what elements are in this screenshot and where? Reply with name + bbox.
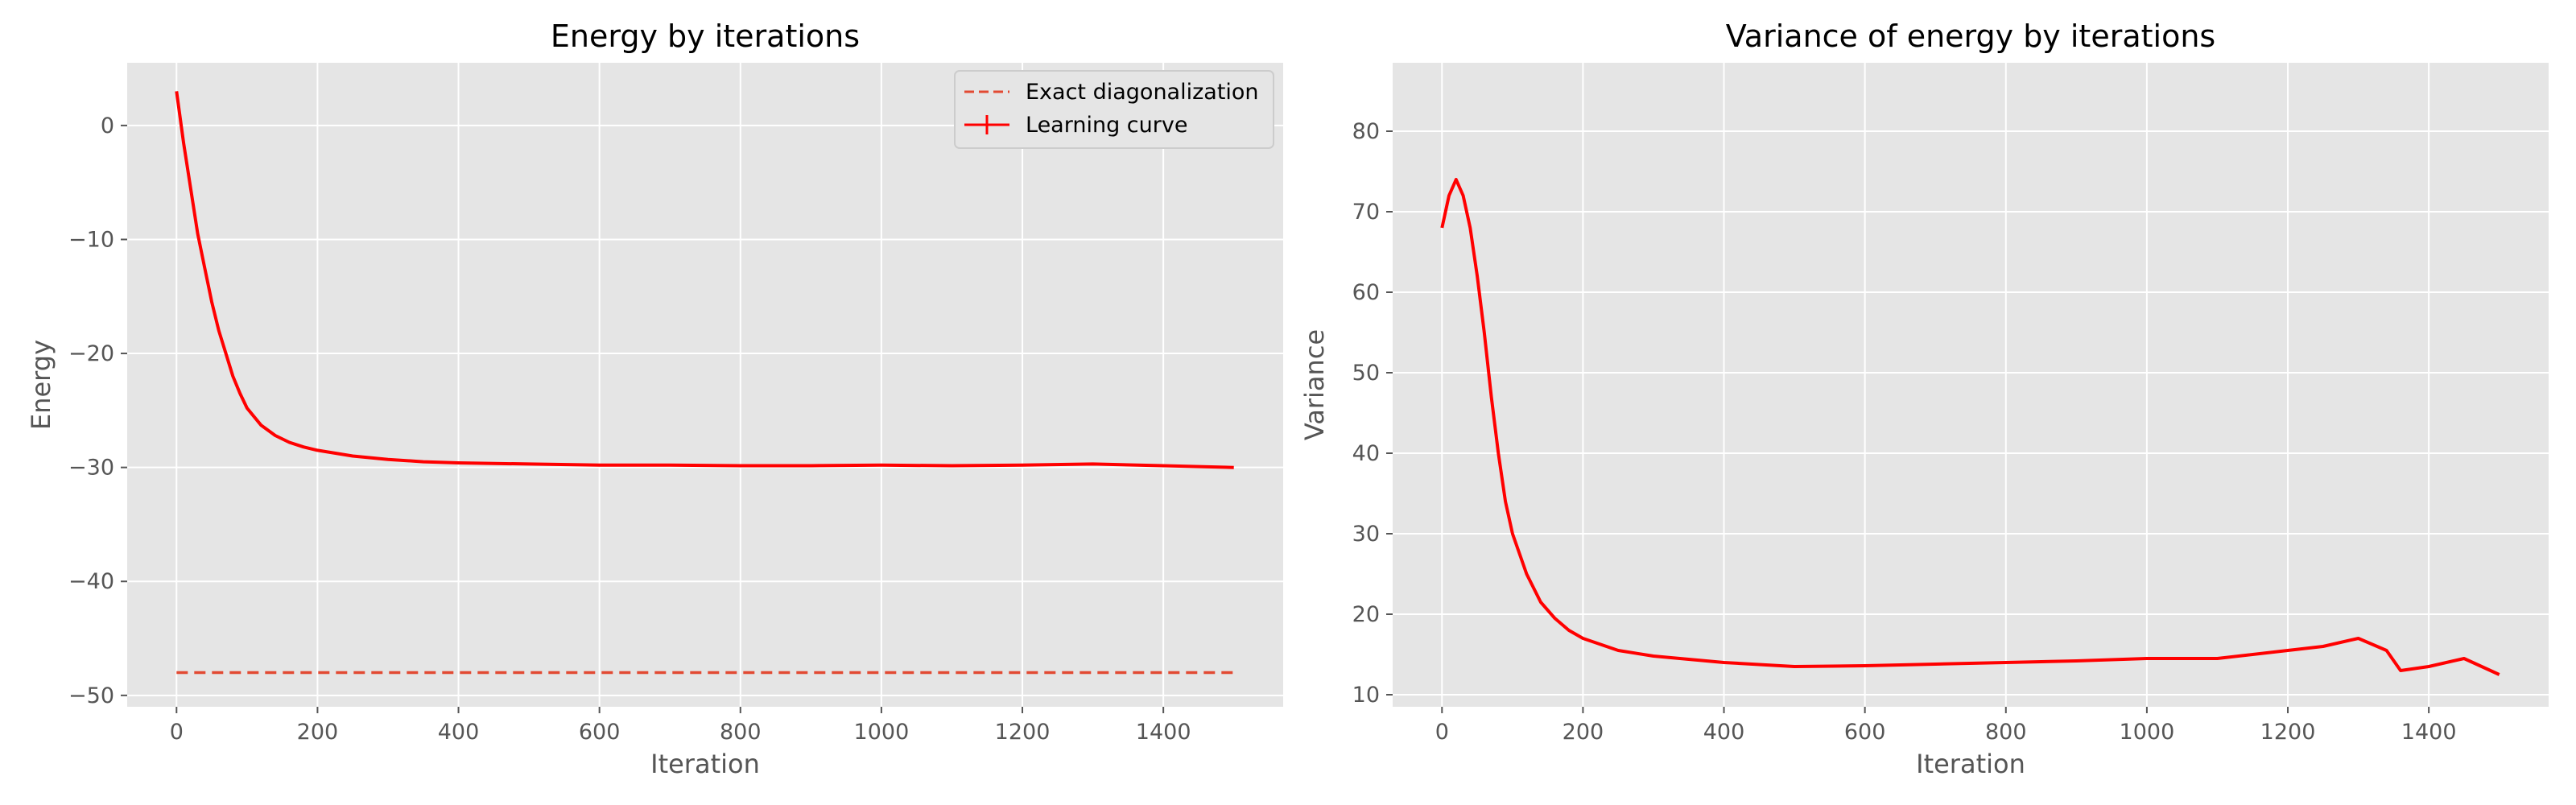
- x-tick-label: 1000: [2120, 720, 2175, 745]
- y-tick-label: 80: [1352, 119, 1380, 144]
- x-tick-label: 1200: [995, 720, 1051, 745]
- grid-variance: [1393, 63, 2549, 707]
- chart-panel-energy: 0 200 400 600 800 1000 1200 1400 0 −10 −20 −30 −40 −5…: [26, 19, 1283, 779]
- y-axis-label-energy: Energy: [26, 340, 56, 430]
- series-variance: [1440, 178, 2500, 676]
- y-axis-label-variance: Variance: [1299, 329, 1330, 440]
- legend: Exact diagonalization Learning curve: [954, 70, 1274, 149]
- y-tick-label: 40: [1352, 441, 1380, 466]
- legend-label-learning-curve: Learning curve: [1026, 113, 1187, 138]
- x-tick-label: 200: [1563, 720, 1604, 745]
- chart-panel-variance: 0 200 400 600 800 1000 1200 1400 10 20 30 40 50 60 70 8…: [1299, 19, 2549, 779]
- legend-label-exact-diagonalization: Exact diagonalization: [1026, 80, 1259, 105]
- y-tick-label: 50: [1352, 361, 1380, 386]
- chart-title-variance: Variance of energy by iterations: [1726, 19, 2215, 54]
- x-tick-label: 1000: [854, 720, 910, 745]
- y-tick-label: 60: [1352, 280, 1380, 305]
- x-tick-label: 800: [1985, 720, 2027, 745]
- x-tick-label: 400: [1703, 720, 1745, 745]
- x-tick-label: 600: [1844, 720, 1886, 745]
- plot-area-energy: [127, 63, 1283, 707]
- y-tick-label: 30: [1352, 522, 1380, 547]
- x-tick-label: 0: [170, 720, 184, 745]
- series-energy: [175, 91, 1234, 675]
- x-tick-label: 800: [720, 720, 762, 745]
- x-tick-label: 600: [579, 720, 621, 745]
- x-tick-label: 400: [438, 720, 480, 745]
- y-tick-label: −30: [68, 456, 114, 481]
- ticks-energy: 0 200 400 600 800 1000 1200 1400 0 −10 −20 −30 −40 −5…: [68, 114, 1191, 745]
- y-tick-label: −10: [68, 227, 114, 252]
- y-tick-label: −40: [68, 569, 114, 594]
- x-tick-label: 1200: [2260, 720, 2316, 745]
- series-line-learning-curve: [175, 91, 1234, 469]
- x-axis-label-energy: Iteration: [650, 749, 760, 779]
- series-line-variance: [1440, 178, 2500, 676]
- ticks-variance: 0 200 400 600 800 1000 1200 1400 10 20 30 40 50 60 70 8…: [1352, 119, 2457, 745]
- legend-box: [954, 70, 1274, 149]
- y-tick-label: 70: [1352, 200, 1380, 225]
- x-tick-label: 0: [1435, 720, 1449, 745]
- y-tick-label: −50: [68, 683, 114, 708]
- grid-energy: [127, 63, 1283, 707]
- y-tick-label: 0: [101, 114, 114, 138]
- y-tick-label: 20: [1352, 602, 1380, 627]
- y-tick-label: 10: [1352, 683, 1380, 708]
- x-tick-label: 1400: [2401, 720, 2457, 745]
- x-axis-label-variance: Iteration: [1916, 749, 2025, 779]
- x-tick-label: 1400: [1136, 720, 1191, 745]
- x-tick-label: 200: [297, 720, 339, 745]
- chart-title-energy: Energy by iterations: [551, 19, 860, 54]
- y-tick-label: −20: [68, 341, 114, 366]
- plot-area-variance: [1393, 63, 2549, 707]
